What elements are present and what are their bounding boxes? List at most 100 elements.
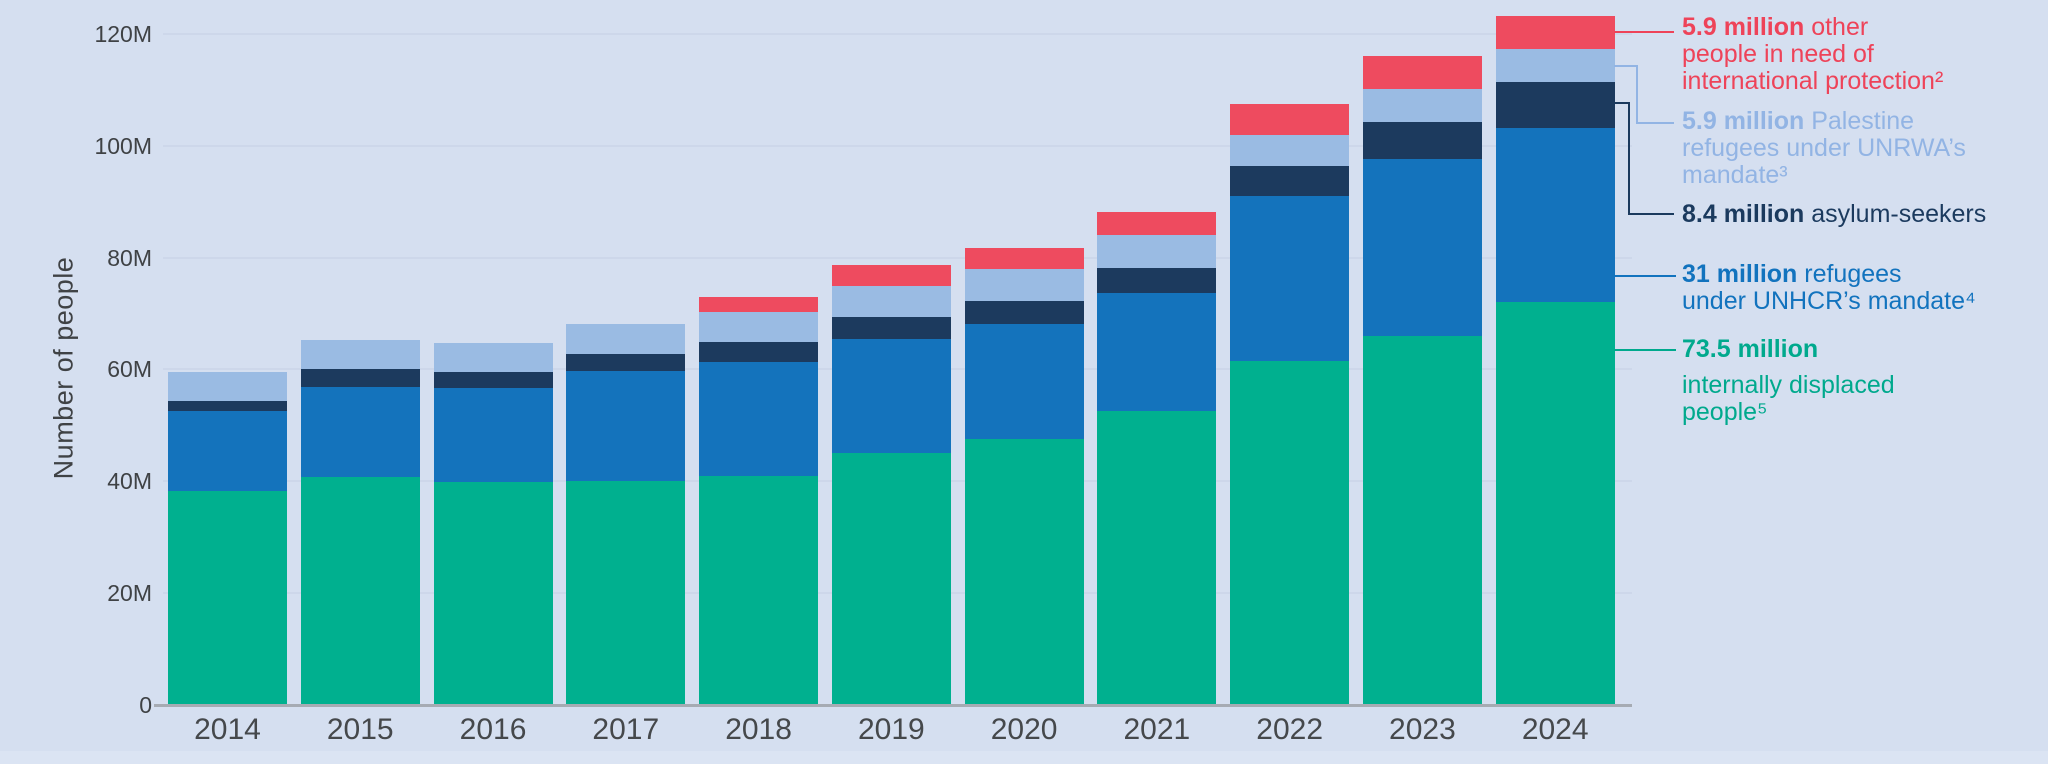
bar-segment-unrwa	[965, 268, 1084, 302]
x-tick-2024: 2024	[1521, 713, 1589, 746]
bar-segment-refugees	[699, 361, 818, 476]
bar-segment-refugees	[301, 386, 420, 477]
bar-segment-idp	[168, 491, 287, 705]
bar-segment-oip	[699, 296, 818, 313]
bar-segment-idp	[965, 438, 1084, 705]
bar-segment-idp	[1230, 361, 1349, 705]
bar-segment-asylum	[699, 342, 818, 362]
y-tick-0: 0	[139, 692, 152, 718]
x-tick-2014: 2014	[194, 713, 261, 746]
bar-segment-asylum	[1496, 81, 1615, 129]
bar-segment-asylum	[832, 316, 951, 340]
y-tick-40M: 40M	[107, 468, 152, 495]
x-tick-2019: 2019	[857, 713, 925, 746]
gridline-80M	[163, 256, 1632, 259]
bar-2016	[434, 342, 553, 705]
legend-line: 8.4 million asylum-seekers	[1682, 200, 1987, 228]
bar-2024	[1496, 15, 1615, 705]
legend-entry-unrwa-palestine-refugees: 5.9 million Palestine refugees under UNR…	[1682, 108, 1966, 189]
legend-line: people in need of	[1682, 40, 1874, 68]
bar-segment-unrwa	[1097, 234, 1216, 268]
bar-segment-refugees	[434, 387, 553, 483]
legend-line: 5.9 million other	[1682, 13, 1869, 41]
bar-segment-refugees	[1097, 292, 1216, 412]
bar-segment-asylum	[965, 301, 1084, 324]
legend-line: 5.9 million Palestine	[1682, 107, 1915, 135]
x-tick-2015: 2015	[326, 713, 394, 746]
bar-segment-refugees	[1230, 195, 1349, 362]
bar-2020	[965, 248, 1084, 705]
bar-segment-oip	[1230, 104, 1349, 135]
legend-value: 5.9 million	[1682, 107, 1805, 135]
x-tick-2018: 2018	[725, 713, 792, 746]
bar-segment-unrwa	[832, 285, 951, 317]
legend-line: people⁵	[1682, 398, 1768, 426]
y-tick-100M: 100M	[94, 132, 152, 159]
legend-entry-other-people-in-need: 5.9 million other people in need of inte…	[1682, 14, 1943, 95]
bottom-edge-strip	[0, 751, 2048, 764]
x-tick-2021: 2021	[1123, 713, 1191, 746]
leader-line-asylum-vertical	[1628, 102, 1630, 215]
bar-segment-asylum	[168, 400, 287, 411]
bar-segment-oip	[832, 265, 951, 286]
leader-line-idp	[1614, 349, 1676, 351]
bar-2015	[301, 340, 420, 705]
bar-segment-oip	[1097, 211, 1216, 235]
bar-segment-refugees	[566, 371, 685, 482]
y-tick-80M: 80M	[107, 244, 152, 271]
bar-segment-oip	[965, 248, 1084, 269]
y-tick-120M: 120M	[94, 20, 152, 47]
legend-line: 73.5 million	[1682, 336, 1895, 363]
y-tick-20M: 20M	[107, 580, 152, 607]
bar-2018	[699, 296, 818, 705]
bar-segment-idp	[434, 482, 553, 705]
legend-value: 31 million	[1682, 260, 1798, 288]
bar-segment-refugees	[832, 339, 951, 454]
legend-entry-internally-displaced: 73.5 million internally displaced people…	[1682, 336, 1895, 426]
legend-line: internally displaced	[1682, 371, 1895, 399]
bar-segment-asylum	[434, 372, 553, 388]
bar-segment-unrwa	[1363, 88, 1482, 122]
bar-2023	[1363, 55, 1482, 705]
x-tick-2023: 2023	[1389, 713, 1456, 746]
leader-line-asylum-end	[1628, 213, 1674, 215]
bar-segment-unrwa	[699, 312, 818, 343]
bar-segment-idp	[301, 476, 420, 705]
bar-segment-idp	[566, 481, 685, 705]
bar-segment-unrwa	[434, 342, 553, 373]
leader-line-refugees	[1614, 275, 1676, 277]
x-tick-2016: 2016	[459, 713, 527, 746]
bar-segment-idp	[699, 475, 818, 705]
x-tick-2017: 2017	[592, 713, 660, 746]
gridline-120M	[163, 32, 1632, 35]
bar-segment-oip	[1496, 15, 1615, 49]
leader-line-asylum-stub	[1614, 102, 1630, 104]
leader-line-oip	[1614, 31, 1674, 33]
bar-2022	[1230, 104, 1349, 705]
bar-segment-refugees	[168, 410, 287, 492]
leader-line-unrwa-vertical	[1636, 65, 1638, 124]
bar-segment-idp	[1363, 335, 1482, 705]
bar-segment-refugees	[1363, 159, 1482, 336]
legend-line: international protection²	[1682, 67, 1944, 95]
bar-segment-unrwa	[1496, 48, 1615, 82]
legend-value: 73.5 million	[1682, 335, 1819, 363]
bar-segment-unrwa	[168, 372, 287, 401]
bar-segment-oip	[1363, 55, 1482, 89]
legend-line: refugees under UNRWA’s	[1682, 134, 1966, 162]
bar-segment-refugees	[1496, 128, 1615, 302]
gridline-100M	[163, 144, 1632, 147]
bar-segment-refugees	[965, 323, 1084, 439]
x-tick-2022: 2022	[1256, 713, 1324, 746]
bar-segment-asylum	[1230, 166, 1349, 196]
legend-entry-asylum-seekers: 8.4 million asylum-seekers	[1682, 201, 1986, 228]
bar-segment-asylum	[301, 369, 420, 387]
bar-segment-idp	[1097, 411, 1216, 705]
legend-line: under UNHCR’s mandate⁴	[1682, 287, 1976, 315]
y-tick-60M: 60M	[107, 356, 152, 383]
legend-line: 31 million refugees	[1682, 260, 1902, 288]
bar-segment-asylum	[1363, 121, 1482, 160]
bar-2021	[1097, 211, 1216, 705]
bar-2014	[168, 372, 287, 705]
